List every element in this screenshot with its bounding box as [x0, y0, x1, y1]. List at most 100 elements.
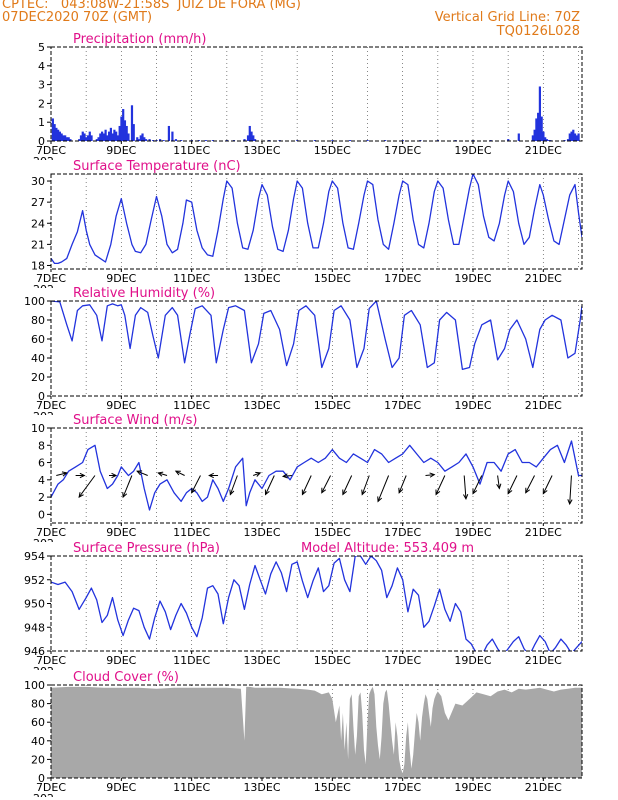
y-tick-label: 60: [31, 716, 45, 729]
precip-bar: [58, 131, 61, 141]
precip-bar: [141, 133, 144, 141]
precip-bar: [148, 139, 151, 141]
x-tick-label: 17DEC: [384, 399, 421, 412]
y-tick-label: 5: [38, 41, 45, 54]
x-tick-label: 11DEC: [173, 144, 210, 157]
y-tick-label: 1: [38, 116, 45, 129]
temp-line: [51, 174, 582, 265]
wind-arrow: [496, 475, 502, 490]
precip-bar: [533, 129, 536, 141]
wind-arrow-head: [111, 472, 118, 479]
wind-arrow-head: [191, 487, 196, 494]
x-year-label: 202: [33, 792, 54, 800]
wind-arrow: [507, 475, 518, 495]
x-tick-label: 21DEC: [525, 781, 562, 794]
x-tick-label: 21DEC: [525, 399, 562, 412]
wind-arrow: [208, 472, 219, 479]
x-tick-label: 9DEC: [106, 399, 136, 412]
panel-temp: 18 21 24 27 30 7DEC 9DEC 11DEC 13DEC 15DEC 17DEC 19…: [31, 159, 583, 288]
x-tick-label: 9DEC: [106, 526, 136, 539]
precip-bar: [566, 139, 570, 141]
wind-arrow-shaft: [497, 475, 500, 489]
wind-arrow: [398, 475, 407, 494]
precip-bar: [252, 135, 255, 141]
wind-arrow-head: [435, 489, 441, 496]
wind-arrow-head: [496, 483, 502, 490]
precip-bar: [535, 118, 538, 141]
precip-bar: [55, 127, 58, 141]
wind-arrow-shaft: [507, 475, 518, 494]
y-tick-label: 2: [38, 97, 45, 110]
wind-arrow: [253, 471, 262, 477]
precip-bar: [86, 135, 90, 141]
wind-arrow: [301, 475, 312, 496]
y-tick-label: 80: [31, 314, 45, 327]
x-tick-label: 13DEC: [243, 399, 280, 412]
precip-bar: [123, 120, 127, 141]
wind-arrow-head: [567, 499, 573, 506]
wind-arrow: [191, 475, 201, 494]
precip-bar: [62, 135, 65, 141]
precip-bar: [250, 131, 253, 141]
precip-bar: [95, 139, 98, 141]
plot-area: [51, 174, 582, 265]
x-tick-label: 11DEC: [173, 654, 210, 667]
x-tick-label: 9DEC: [106, 272, 136, 285]
wind-arrow-shaft: [158, 472, 168, 476]
precip-bar: [125, 125, 128, 141]
panel-frame: [50, 173, 583, 270]
wind-line: [51, 440, 582, 511]
y-tick-label: 952: [24, 574, 45, 587]
precip-bar: [331, 140, 334, 141]
precip-bar: [99, 133, 102, 141]
wind-arrow: [542, 475, 553, 495]
precip-bar: [69, 139, 72, 141]
x-tick-label: 21DEC: [525, 272, 562, 285]
y-tick-label: 946: [24, 645, 45, 658]
wind-arrow-shaft: [435, 475, 446, 495]
wind-arrow: [78, 475, 96, 499]
precip-bar: [65, 137, 69, 141]
precip-bar: [159, 139, 162, 141]
plot-area: [51, 686, 582, 778]
x-tick-label: 21DEC: [525, 654, 562, 667]
x-tick-label: 19DEC: [454, 272, 491, 285]
panel-cloud: 0 20 40 60 80 100 7DEC 9DEC 11DEC 13DEC 15DEC 17DEC…: [24, 670, 583, 800]
y-tick-label: 950: [24, 598, 45, 611]
x-tick-label: 7DEC: [36, 399, 66, 412]
panel-precip: 0 1 2 3 4 5 7DEC 9DEC 11DEC 13DEC 15DEC 17DEC 19DEC 2…: [33, 32, 583, 160]
wind-arrow-head: [174, 470, 181, 476]
wind-arrow-head: [398, 487, 404, 494]
x-tick-label: 7DEC: [36, 144, 66, 157]
cloud-area: [51, 686, 582, 778]
x-tick-label: 21DEC: [525, 144, 562, 157]
wind-arrow-head: [542, 488, 548, 495]
y-tick-label: 40: [31, 352, 45, 365]
y-tick-label: 24: [31, 217, 45, 230]
wind-arrow-head: [136, 470, 143, 476]
wind-arrow-shaft: [136, 470, 148, 476]
wind-arrow-shaft: [175, 470, 185, 476]
wind-arrow-shaft: [342, 475, 353, 495]
panel-frame: [50, 684, 583, 779]
wind-arrow-head: [507, 488, 513, 495]
precip-bar: [115, 131, 118, 141]
wind-arrow-head: [208, 472, 214, 479]
y-tick-label: 3: [38, 79, 45, 92]
precip-bar: [531, 135, 534, 141]
precip-bar: [366, 140, 369, 141]
precip-bar: [88, 131, 91, 141]
wind-arrow-head: [264, 489, 270, 496]
precip-bar: [540, 116, 543, 141]
wind-arrow-head: [157, 471, 164, 477]
header-station: CPTEC: 043:08W-21:58S JUIZ DE FORA (MG): [2, 0, 301, 12]
pres-line: [51, 556, 582, 651]
wind-arrow: [109, 472, 118, 479]
precip-bar: [120, 116, 123, 141]
wind-arrow-shaft: [56, 472, 67, 476]
precip-bar: [171, 131, 174, 141]
model-altitude-label: Model Altitude: 553.409 m: [301, 541, 474, 556]
precip-bar: [211, 140, 214, 141]
plot-area: [51, 301, 582, 371]
plot-area: [51, 556, 582, 651]
